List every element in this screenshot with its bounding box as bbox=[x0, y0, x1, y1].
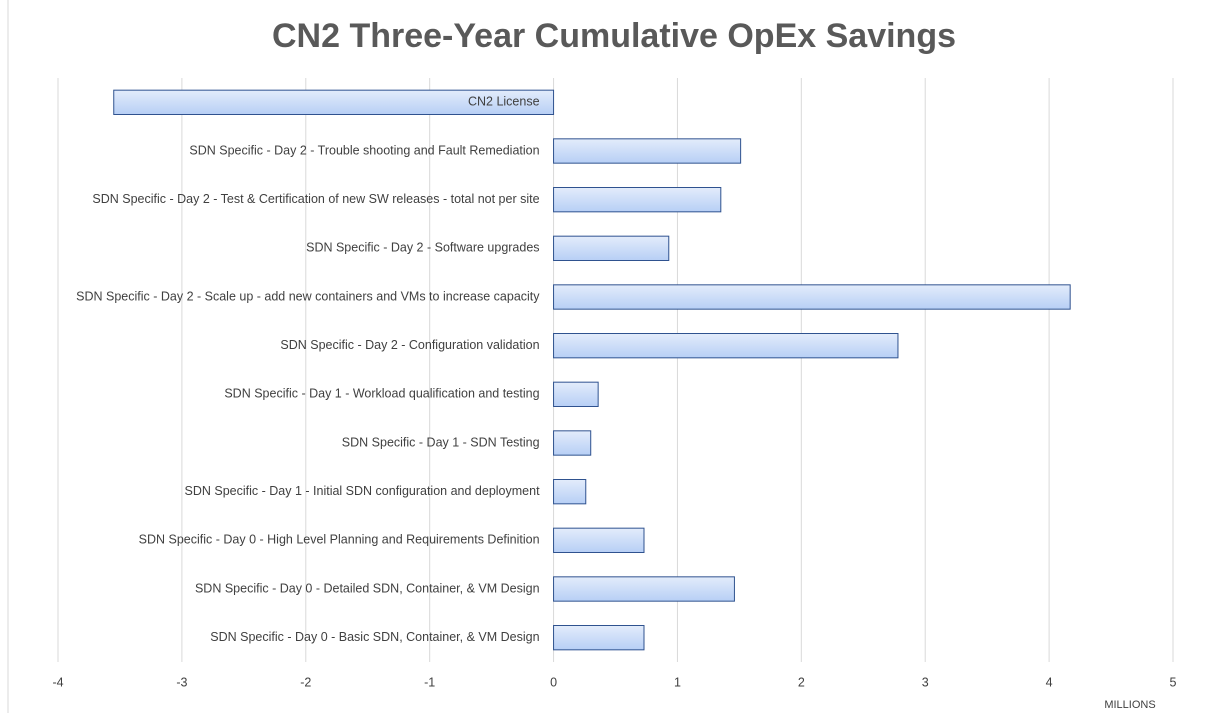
bar bbox=[553, 138, 742, 164]
x-tick-label: -4 bbox=[52, 675, 63, 689]
x-tick-label: 2 bbox=[798, 675, 805, 689]
y-tick-label: SDN Specific - Day 2 - Trouble shooting … bbox=[189, 143, 539, 157]
y-tick-label: SDN Specific - Day 2 - Scale up - add ne… bbox=[76, 289, 540, 303]
bar bbox=[113, 89, 555, 115]
y-tick-label: SDN Specific - Day 0 - Basic SDN, Contai… bbox=[210, 630, 539, 644]
bar bbox=[553, 479, 587, 505]
y-tick-label: SDN Specific - Day 1 - SDN Testing bbox=[342, 435, 540, 449]
x-tick-label: 1 bbox=[674, 675, 681, 689]
x-tick-label: -1 bbox=[424, 675, 435, 689]
x-tick-label: -3 bbox=[176, 675, 187, 689]
bar bbox=[553, 576, 735, 602]
bar bbox=[553, 527, 645, 554]
y-tick-label: SDN Specific - Day 1 - Initial SDN confi… bbox=[185, 484, 541, 498]
y-tick-label: SDN Specific - Day 1 - Workload qualific… bbox=[224, 387, 539, 401]
bar bbox=[553, 430, 592, 456]
y-tick-label: SDN Specific - Day 2 - Configuration val… bbox=[280, 338, 539, 352]
bar bbox=[553, 625, 645, 651]
y-tick-label: SDN Specific - Day 0 - Detailed SDN, Con… bbox=[195, 581, 540, 595]
y-tick-label: SDN Specific - Day 2 - Software upgrades bbox=[306, 241, 539, 255]
bar bbox=[553, 333, 899, 359]
x-axis-label: MILLIONS bbox=[1104, 699, 1155, 711]
y-tick-label: CN2 License bbox=[468, 95, 540, 109]
x-tick-label: 0 bbox=[550, 675, 557, 689]
x-tick-label: 5 bbox=[1170, 675, 1177, 689]
bar bbox=[553, 187, 722, 213]
y-tick-label: SDN Specific - Day 0 - High Level Planni… bbox=[139, 533, 540, 547]
x-tick-label: 3 bbox=[922, 675, 929, 689]
bar bbox=[553, 235, 670, 262]
x-tick-label: 4 bbox=[1046, 675, 1053, 689]
y-tick-label: SDN Specific - Day 2 - Test & Certificat… bbox=[92, 192, 539, 206]
chart-title: CN2 Three-Year Cumulative OpEx Savings bbox=[272, 17, 956, 55]
x-tick-label: -2 bbox=[300, 675, 311, 689]
bar bbox=[553, 381, 599, 407]
bar bbox=[553, 284, 1071, 310]
